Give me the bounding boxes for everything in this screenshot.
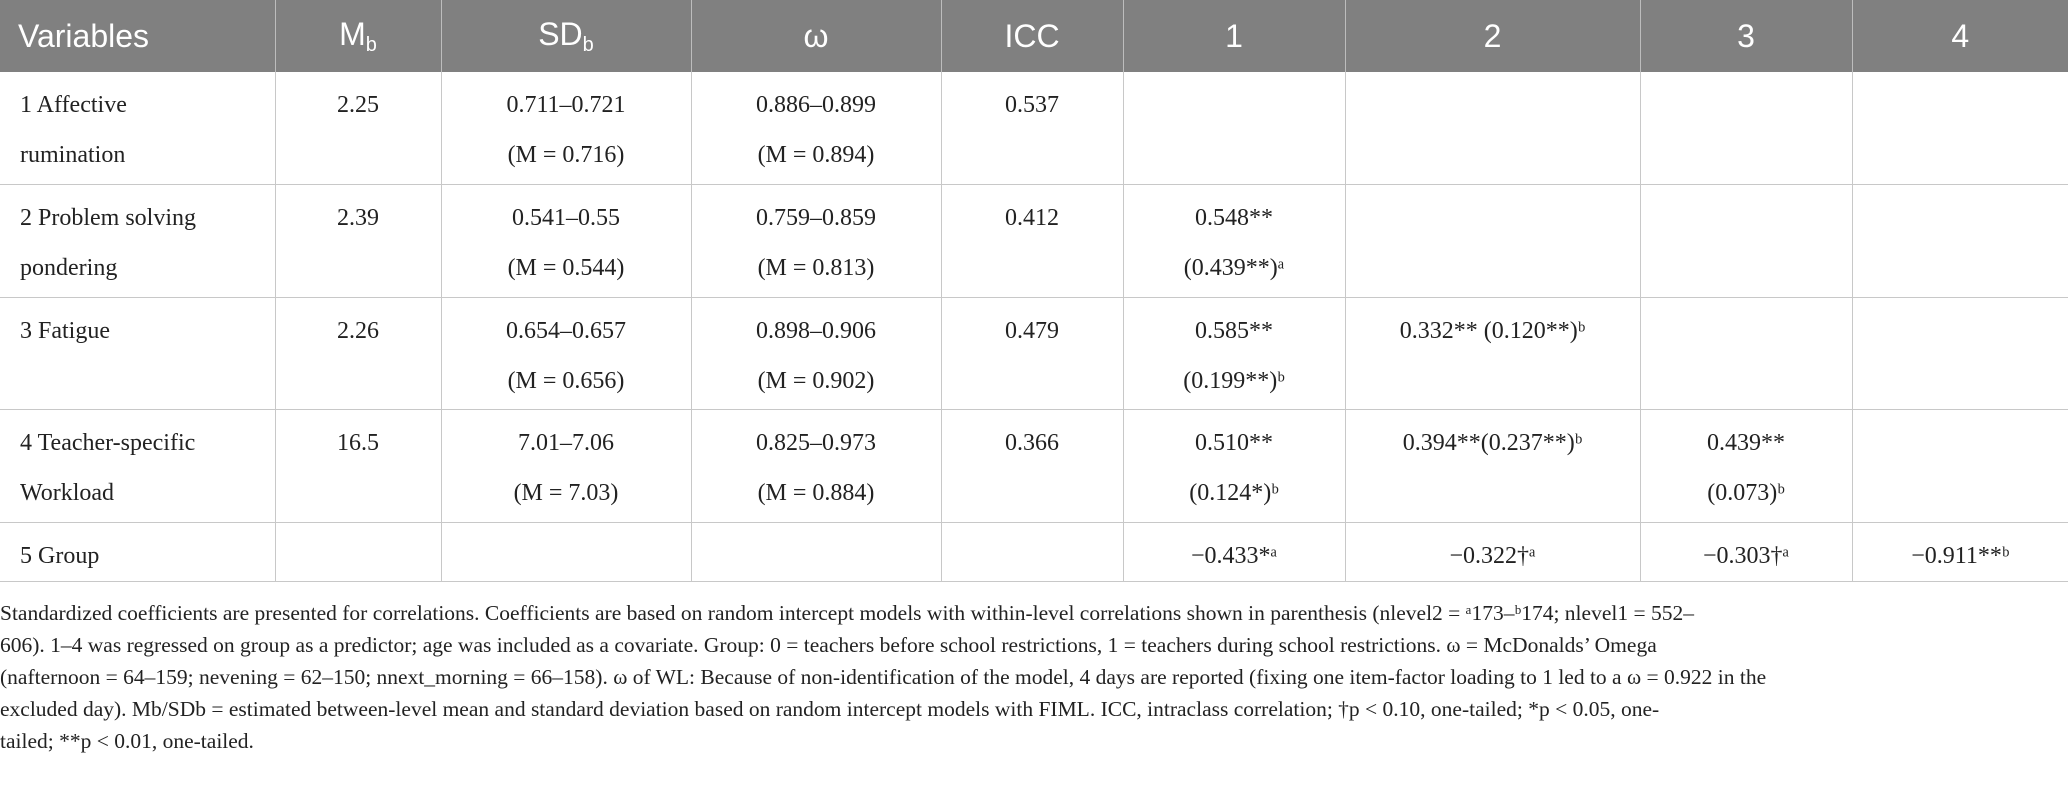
header-col-1: 1 <box>1123 0 1346 72</box>
table-row: 1 Affective rumination 2.25 0.711–0.721 … <box>0 72 2068 185</box>
footnote-line: Standardized coefficients are presented … <box>0 601 1694 625</box>
cell-omega: 0.898–0.906 (M = 0.902) <box>691 297 942 410</box>
cell-col-4 <box>1852 184 2068 298</box>
cell-col-4 <box>1852 409 2068 523</box>
header-omega: ω <box>691 0 942 72</box>
cell-omega: 0.825–0.973 (M = 0.884) <box>691 409 942 523</box>
header-col-3: 3 <box>1640 0 1853 72</box>
cell-icc: 0.537 <box>941 72 1124 185</box>
cell-col-2: 0.394**(0.237**)ᵇ <box>1345 409 1641 523</box>
table-row: 4 Teacher-specific Workload 16.5 7.01–7.… <box>0 409 2068 523</box>
cell-col-2 <box>1345 72 1641 185</box>
header-col-2: 2 <box>1345 0 1641 72</box>
cell-omega: 0.759–0.859 (M = 0.813) <box>691 184 942 298</box>
footnote-line: (nafternoon = 64–159; nevening = 62–150;… <box>0 665 1767 689</box>
cell-col-4: −0.911**ᵇ <box>1852 522 2068 582</box>
cell-col-1: 0.585** (0.199**)ᵇ <box>1123 297 1346 410</box>
cell-mean: 2.26 <box>275 297 442 410</box>
cell-sd: 0.711–0.721 (M = 0.716) <box>441 72 692 185</box>
cell-mean <box>275 522 442 582</box>
cell-col-1: 0.510** (0.124*)ᵇ <box>1123 409 1346 523</box>
footnote-line: excluded day). Mb/SDb = estimated betwee… <box>0 697 1660 721</box>
cell-omega <box>691 522 942 582</box>
cell-col-3: −0.303†ᵃ <box>1640 522 1853 582</box>
table-row: 3 Fatigue 2.26 0.654–0.657 (M = 0.656) 0… <box>0 297 2068 410</box>
cell-col-1 <box>1123 72 1346 185</box>
footnote-line: 606). 1–4 was regressed on group as a pr… <box>0 633 1657 657</box>
cell-mean: 2.25 <box>275 72 442 185</box>
cell-sd: 0.654–0.657 (M = 0.656) <box>441 297 692 410</box>
cell-variable: 2 Problem solving pondering <box>0 184 276 298</box>
cell-icc <box>941 522 1124 582</box>
cell-col-2: −0.322†ᵃ <box>1345 522 1641 582</box>
correlation-table: Variables Mb SDb ω ICC 1 2 3 4 1 Affecti… <box>0 0 2068 582</box>
table-footnote: Standardized coefficients are presented … <box>0 597 2060 757</box>
cell-sd: 7.01–7.06 (M = 7.03) <box>441 409 692 523</box>
cell-col-4 <box>1852 72 2068 185</box>
cell-sd: 0.541–0.55 (M = 0.544) <box>441 184 692 298</box>
cell-icc: 0.412 <box>941 184 1124 298</box>
cell-col-2: 0.332** (0.120**)ᵇ <box>1345 297 1641 410</box>
header-icc: ICC <box>941 0 1124 72</box>
cell-col-3: 0.439** (0.073)ᵇ <box>1640 409 1853 523</box>
cell-col-4 <box>1852 297 2068 410</box>
header-mean: Mb <box>275 0 442 72</box>
header-row: Variables Mb SDb ω ICC 1 2 3 4 <box>0 0 2068 72</box>
cell-variable: 4 Teacher-specific Workload <box>0 409 276 523</box>
cell-variable: 1 Affective rumination <box>0 72 276 185</box>
footnote-line: tailed; **p < 0.01, one-tailed. <box>0 729 254 753</box>
cell-mean: 2.39 <box>275 184 442 298</box>
cell-variable: 5 Group <box>0 522 276 582</box>
header-variables: Variables <box>0 0 276 72</box>
header-col-4: 4 <box>1852 0 2068 72</box>
cell-col-3 <box>1640 297 1853 410</box>
cell-variable: 3 Fatigue <box>0 297 276 410</box>
table-row: 2 Problem solving pondering 2.39 0.541–0… <box>0 184 2068 298</box>
table-row: 5 Group −0.433*ᵃ −0.322†ᵃ −0.303†ᵃ −0.91… <box>0 522 2068 582</box>
cell-omega: 0.886–0.899 (M = 0.894) <box>691 72 942 185</box>
cell-col-1: 0.548** (0.439**)ᵃ <box>1123 184 1346 298</box>
cell-icc: 0.366 <box>941 409 1124 523</box>
cell-col-2 <box>1345 184 1641 298</box>
cell-col-3 <box>1640 72 1853 185</box>
cell-col-3 <box>1640 184 1853 298</box>
cell-col-1: −0.433*ᵃ <box>1123 522 1346 582</box>
cell-mean: 16.5 <box>275 409 442 523</box>
header-sd: SDb <box>441 0 692 72</box>
cell-icc: 0.479 <box>941 297 1124 410</box>
cell-sd <box>441 522 692 582</box>
